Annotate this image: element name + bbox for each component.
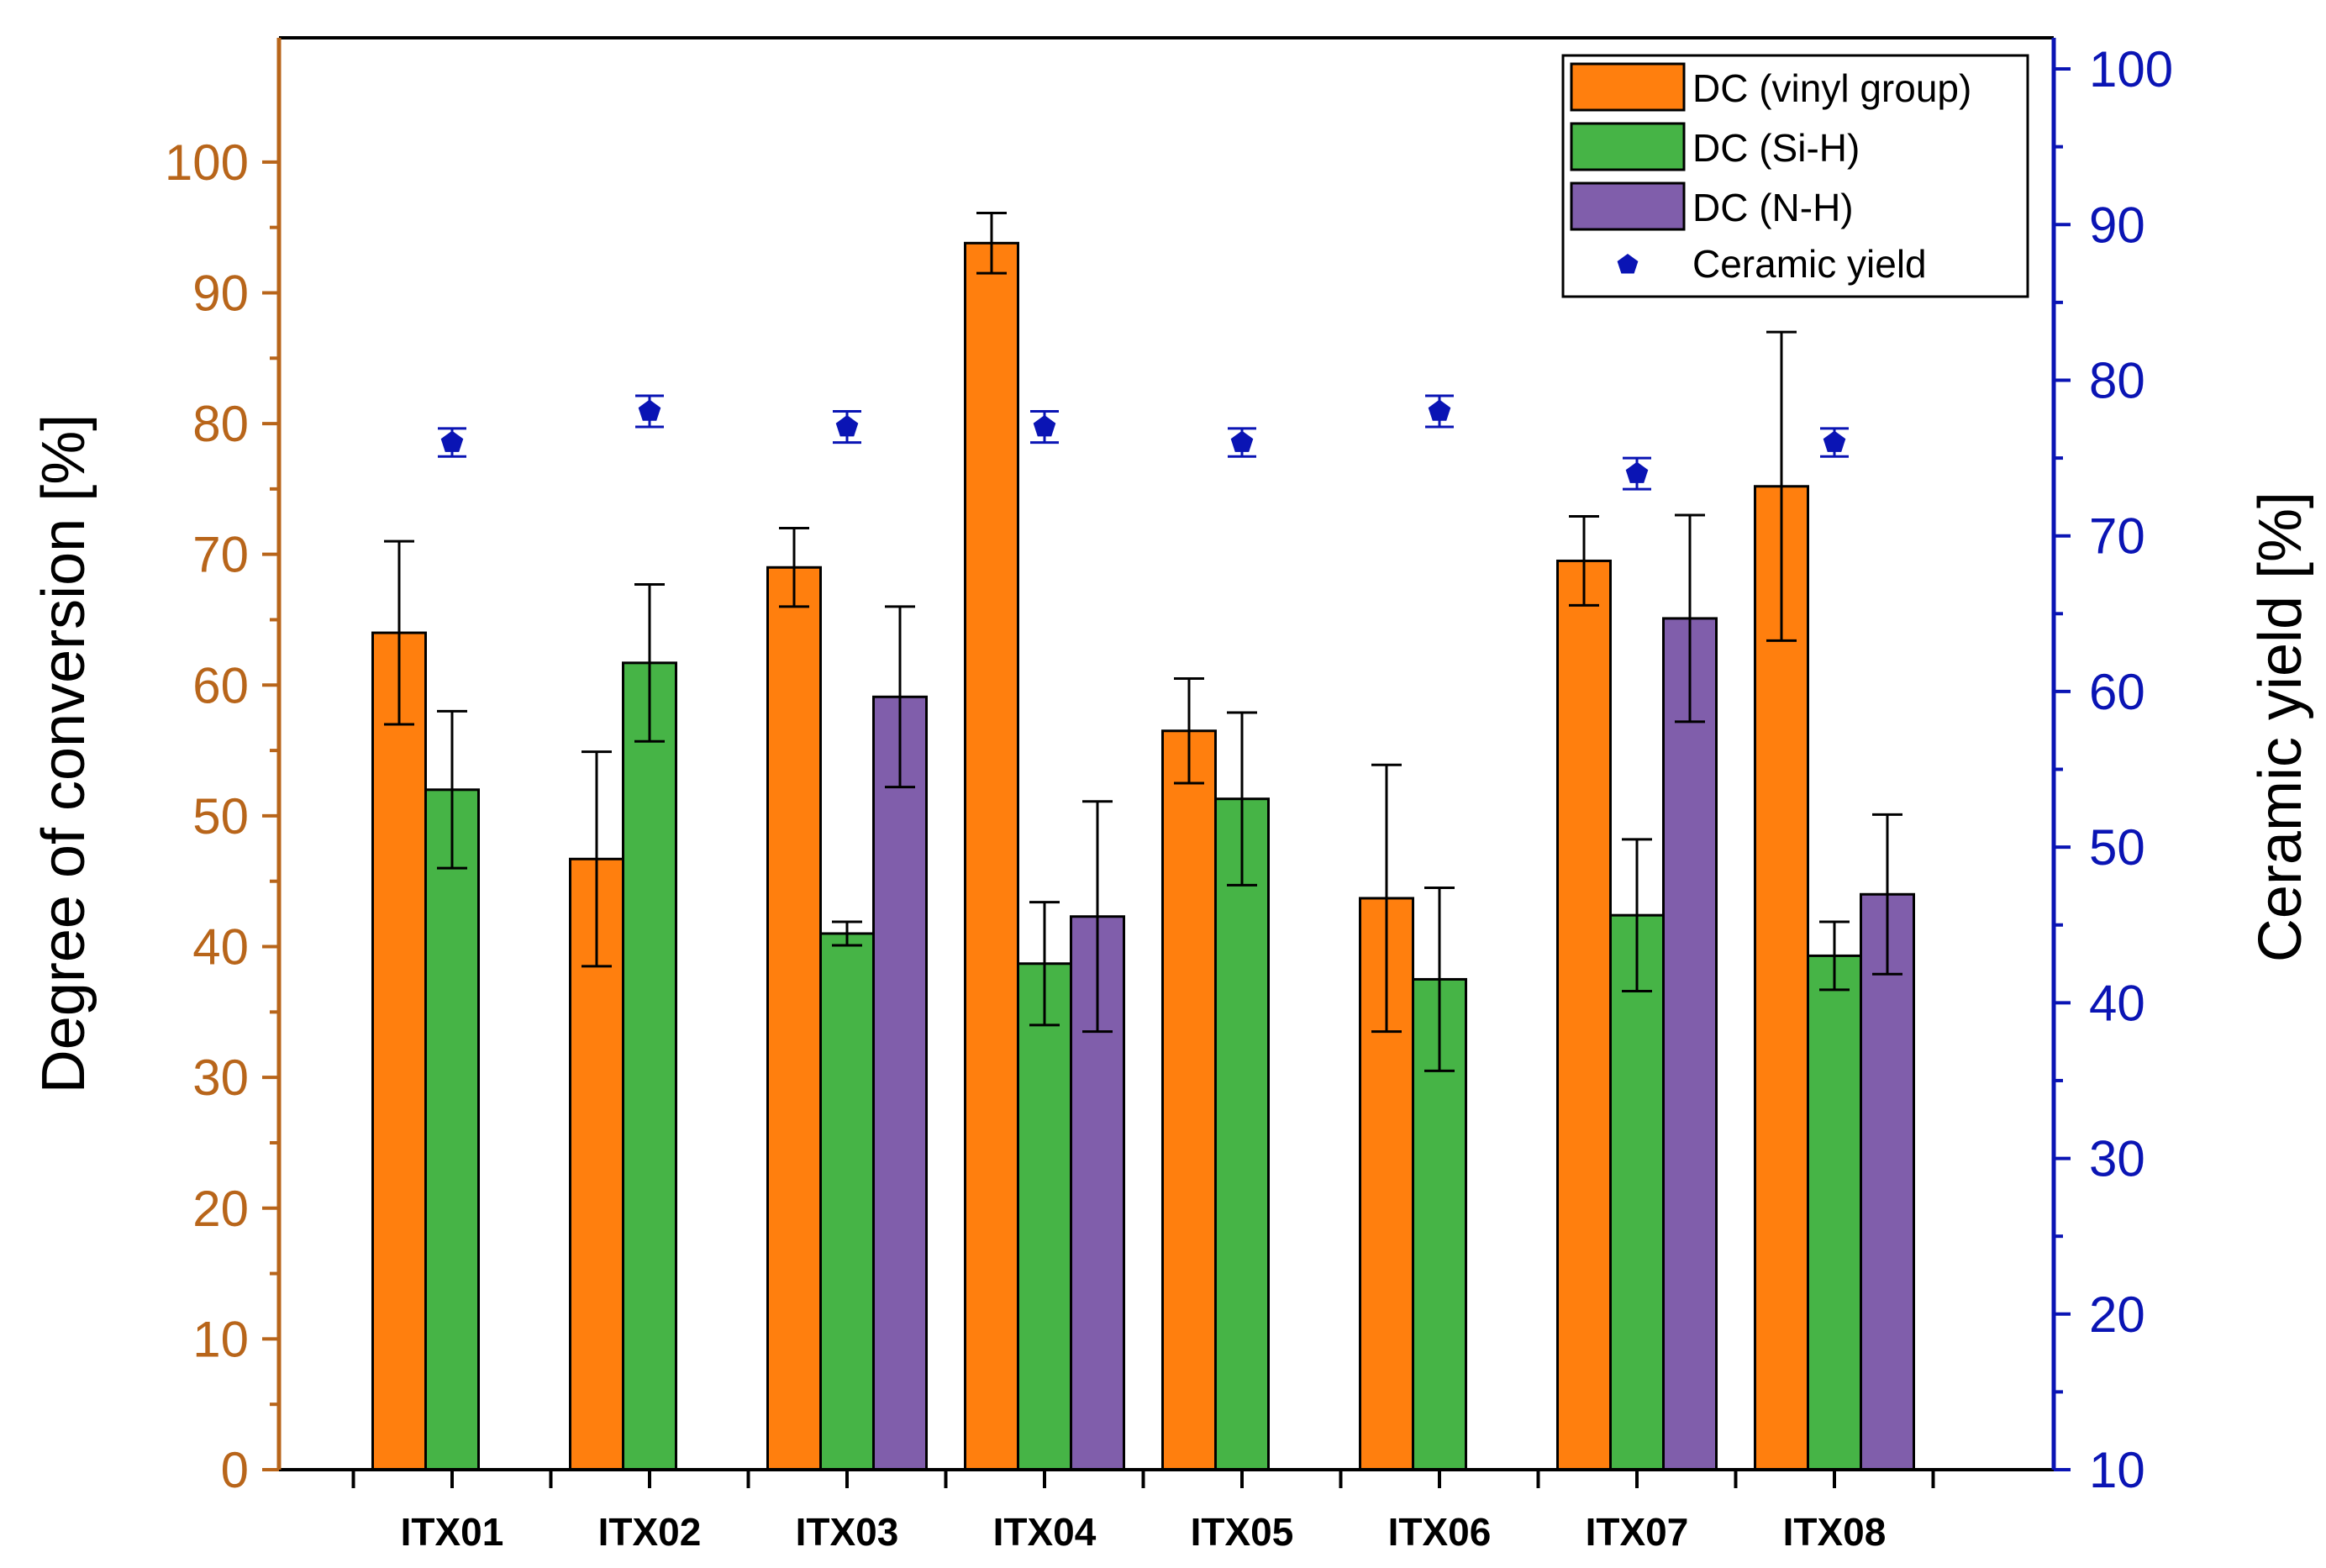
- right-axis-tick-label: 60: [2089, 664, 2145, 720]
- bar: [622, 661, 677, 1471]
- right-axis-tick-label: 80: [2089, 352, 2145, 408]
- bar: [819, 932, 875, 1471]
- right-axis-tick-label: 50: [2089, 819, 2145, 876]
- legend: DC (vinyl group) DC (Si-H) DC (N-H) Cera…: [1561, 54, 2029, 298]
- bars-layer: [371, 241, 1915, 1471]
- legend-marker-ceramic-yield: [1617, 254, 1639, 274]
- x-axis-category-label: ITX08: [1783, 1510, 1887, 1554]
- x-axis-category-label: ITX03: [796, 1510, 899, 1554]
- legend-swatch-vinyl: [1570, 62, 1686, 112]
- right-axis-tick-label: 30: [2089, 1131, 2145, 1187]
- legend-label-ceramic-yield: Ceramic yield: [1692, 242, 1927, 286]
- bar: [766, 566, 822, 1471]
- left-axis-tick-label: 80: [192, 396, 249, 452]
- ceramic-yield-point: [440, 430, 464, 452]
- bar: [1807, 954, 1862, 1471]
- right-axis-tick-label: 90: [2089, 197, 2145, 253]
- bar: [872, 695, 928, 1471]
- ceramic-yield-point: [835, 415, 859, 437]
- left-axis-tick-label: 10: [192, 1311, 249, 1367]
- legend-swatch-nh: [1570, 182, 1686, 231]
- right-axis-title: Ceramic yield [%]: [2247, 492, 2314, 962]
- errorbars-layer: [384, 212, 1902, 1072]
- bar: [1609, 913, 1665, 1471]
- bar: [424, 788, 480, 1471]
- left-axis-tick-label: 100: [165, 134, 249, 191]
- bar: [1017, 962, 1072, 1471]
- x-axis-category-label: ITX02: [598, 1510, 702, 1554]
- legend-label-sih: DC (Si-H): [1692, 126, 1860, 170]
- left-axis-title: Degree of conversion [%]: [30, 414, 97, 1093]
- ceramic-yield-point: [638, 399, 661, 421]
- bar: [1556, 559, 1612, 1471]
- bar: [964, 241, 1019, 1471]
- x-axis-category-label: ITX01: [401, 1510, 504, 1554]
- bar: [1662, 617, 1718, 1471]
- left-axis-tick-label: 70: [192, 527, 249, 583]
- ceramic-yield-point: [1033, 415, 1056, 437]
- legend-label-nh: DC (N-H): [1692, 186, 1854, 229]
- x-axis-category-label: ITX06: [1388, 1510, 1492, 1554]
- left-axis-tick-label: 60: [192, 657, 249, 713]
- bar: [1161, 729, 1217, 1471]
- ceramic-yield-point: [1230, 430, 1254, 452]
- x-axis-category-label: ITX05: [1191, 1510, 1294, 1554]
- x-axis-category-label: ITX07: [1586, 1510, 1689, 1554]
- x-axis-category-label: ITX04: [993, 1510, 1097, 1554]
- legend-label-vinyl: DC (vinyl group): [1692, 66, 1971, 110]
- left-axis-tick-label: 50: [192, 788, 249, 845]
- legend-swatch-sih: [1570, 122, 1686, 171]
- bar: [1860, 892, 1915, 1471]
- bar: [1754, 485, 1809, 1471]
- left-axis-tick-label: 30: [192, 1050, 249, 1106]
- ceramic-yield-point: [1823, 430, 1846, 452]
- right-axis-tick-label: 100: [2089, 41, 2173, 97]
- bar: [371, 631, 427, 1471]
- axes-layer: 0 10 20 30 40 50 60 70 80 90 100 10 20 30 40 50 60 70 80 90…: [165, 41, 2173, 1554]
- ceramic-yield-markers: [438, 394, 1849, 491]
- left-axis-tick-label: 0: [221, 1442, 249, 1498]
- ceramic-yield-point: [1428, 399, 1451, 421]
- left-axis-tick-label: 20: [192, 1181, 249, 1237]
- ceramic-yield-point: [1625, 461, 1649, 483]
- left-axis-tick-label: 40: [192, 919, 249, 976]
- left-axis-tick-label: 90: [192, 265, 249, 321]
- right-axis-tick-label: 70: [2089, 508, 2145, 565]
- right-axis-tick-label: 10: [2089, 1442, 2145, 1498]
- bar: [1214, 797, 1270, 1471]
- right-axis-tick-label: 40: [2089, 975, 2145, 1031]
- right-axis-tick-label: 20: [2089, 1286, 2145, 1343]
